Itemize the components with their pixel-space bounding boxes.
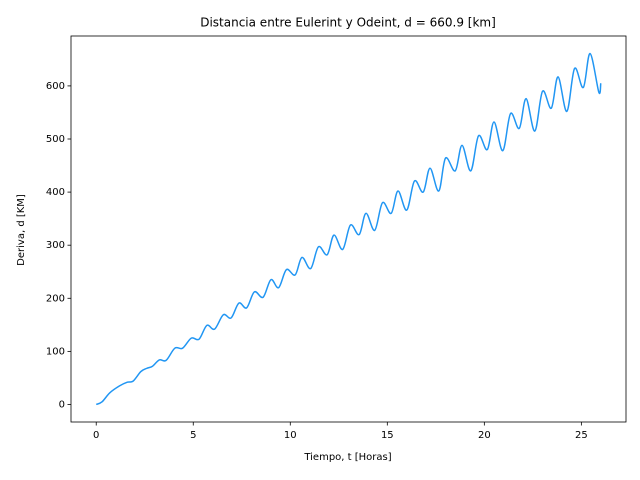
data-line [95,52,602,406]
y-tick-label: 400 [46,187,65,198]
x-tick-label: 15 [381,430,394,441]
x-tick-label: 5 [190,430,196,441]
y-tick-label: 200 [46,293,65,304]
y-tick-label: 0 [59,399,65,410]
plot-frame [70,35,627,423]
x-tick-label: 25 [575,430,588,441]
y-axis-label: Deriva, d [KM] [16,194,27,266]
chart-title: Distancia entre Eulerint y Odeint, d = 6… [200,16,496,30]
x-tick-label: 0 [93,430,99,441]
y-tick-label: 300 [46,240,65,251]
x-tick-label: 10 [284,430,297,441]
y-tick-label: 500 [46,134,65,145]
y-tick-label: 600 [46,81,65,92]
x-axis-label: Tiempo, t [Horas] [303,452,391,463]
y-tick-label: 100 [46,346,65,357]
x-tick-label: 20 [478,430,491,441]
